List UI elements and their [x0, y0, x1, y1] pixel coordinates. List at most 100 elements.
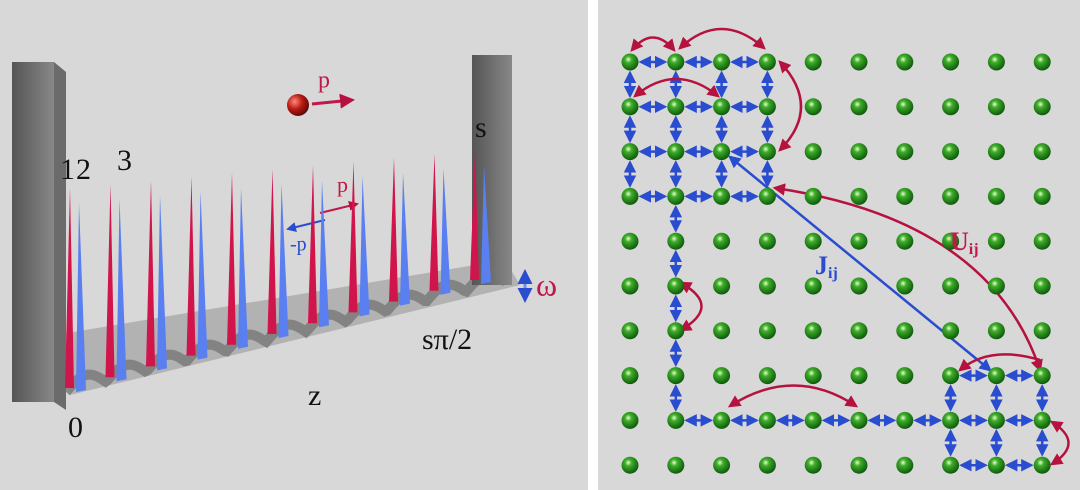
red-peak	[348, 161, 358, 313]
red-peak	[105, 184, 115, 378]
blue-peak	[278, 184, 289, 338]
lattice-site	[942, 456, 960, 474]
lattice-site	[758, 53, 776, 71]
red-peak	[389, 157, 398, 302]
red-peak	[267, 169, 277, 334]
lattice-site	[667, 98, 685, 116]
lattice-site	[713, 53, 731, 71]
lattice-site	[896, 322, 914, 340]
lattice-site	[987, 277, 1005, 295]
blue-peak	[319, 180, 329, 328]
lattice-site	[987, 143, 1005, 161]
blue-peak	[76, 203, 86, 392]
lattice-site	[667, 277, 685, 295]
lattice: Jij Uij	[621, 27, 1070, 474]
label: 2	[76, 153, 91, 186]
lattice-site	[896, 53, 914, 71]
lattice-site	[942, 98, 960, 116]
interaction-arrow	[633, 77, 720, 98]
blue-peak	[116, 199, 127, 382]
lattice-site	[942, 277, 960, 295]
lattice-site	[850, 322, 868, 340]
lattice-site	[942, 187, 960, 205]
blue-peak	[197, 191, 208, 360]
lattice-site	[850, 277, 868, 295]
interaction-label: Uij	[950, 227, 979, 258]
lattice-site	[850, 143, 868, 161]
lattice-site	[1033, 411, 1051, 429]
lattice-site	[850, 53, 868, 71]
lattice-site	[942, 232, 960, 250]
lattice-site	[804, 277, 822, 295]
label: p	[318, 68, 330, 94]
label: -p	[290, 234, 307, 256]
red-peak	[146, 180, 155, 367]
lattice-site	[667, 411, 685, 429]
lattice-site	[621, 187, 639, 205]
lattice-site	[713, 277, 731, 295]
blue-peak	[400, 172, 410, 306]
lattice-site	[804, 367, 822, 385]
lattice-site	[758, 277, 776, 295]
lattice-site	[621, 98, 639, 116]
lattice-site	[621, 322, 639, 340]
momentum-arrow	[319, 201, 359, 214]
lattice-site	[1033, 53, 1051, 71]
red-peak	[227, 172, 236, 345]
lattice-site	[1033, 456, 1051, 474]
lattice-site	[804, 143, 822, 161]
lattice-site	[621, 232, 639, 250]
interaction-arrow	[1049, 420, 1070, 466]
lattice-site	[896, 143, 914, 161]
right-wall	[472, 55, 512, 285]
lattice-site	[713, 232, 731, 250]
lattice-site	[667, 187, 685, 205]
lattice-site	[987, 322, 1005, 340]
lattice-site	[621, 277, 639, 295]
blue-peak	[238, 187, 248, 349]
particle	[287, 94, 309, 116]
lattice-site	[621, 456, 639, 474]
lattice-site	[850, 232, 868, 250]
subscript: ij	[969, 241, 979, 258]
left-wall-side	[54, 62, 66, 410]
lattice-site	[850, 187, 868, 205]
lattice-site	[758, 367, 776, 385]
lattice-site	[667, 232, 685, 250]
lattice-site	[713, 187, 731, 205]
interaction-arrow	[678, 27, 766, 50]
blue-peak	[440, 168, 451, 295]
lattice-site	[667, 143, 685, 161]
lattice-site	[758, 143, 776, 161]
lattice-site	[987, 232, 1005, 250]
lattice-site	[987, 456, 1005, 474]
interaction-arrow	[727, 384, 859, 408]
interaction-arrow	[678, 281, 703, 332]
lattice-site	[621, 411, 639, 429]
lattice-site	[758, 232, 776, 250]
lattice-site	[667, 367, 685, 385]
lattice-site	[942, 411, 960, 429]
blue-peak	[481, 165, 491, 284]
lattice-site	[1033, 367, 1051, 385]
interaction-arrow	[630, 36, 676, 52]
lattice-site	[896, 277, 914, 295]
lattice-site	[942, 322, 960, 340]
lattice-site	[896, 187, 914, 205]
lattice-site	[896, 98, 914, 116]
lattice-site	[850, 456, 868, 474]
lattice-site	[896, 367, 914, 385]
interaction-arrow	[778, 60, 803, 152]
lattice-site	[713, 322, 731, 340]
subscript: ij	[828, 265, 838, 282]
label: ω	[536, 266, 557, 302]
lattice-site	[1033, 98, 1051, 116]
blue-peak	[157, 195, 167, 371]
lattice-site	[804, 53, 822, 71]
lattice-site	[987, 98, 1005, 116]
hopping-label: Jij	[815, 251, 838, 282]
lattice-site	[896, 232, 914, 250]
lattice-site	[667, 322, 685, 340]
lattice-site	[713, 98, 731, 116]
lattice-site	[850, 411, 868, 429]
